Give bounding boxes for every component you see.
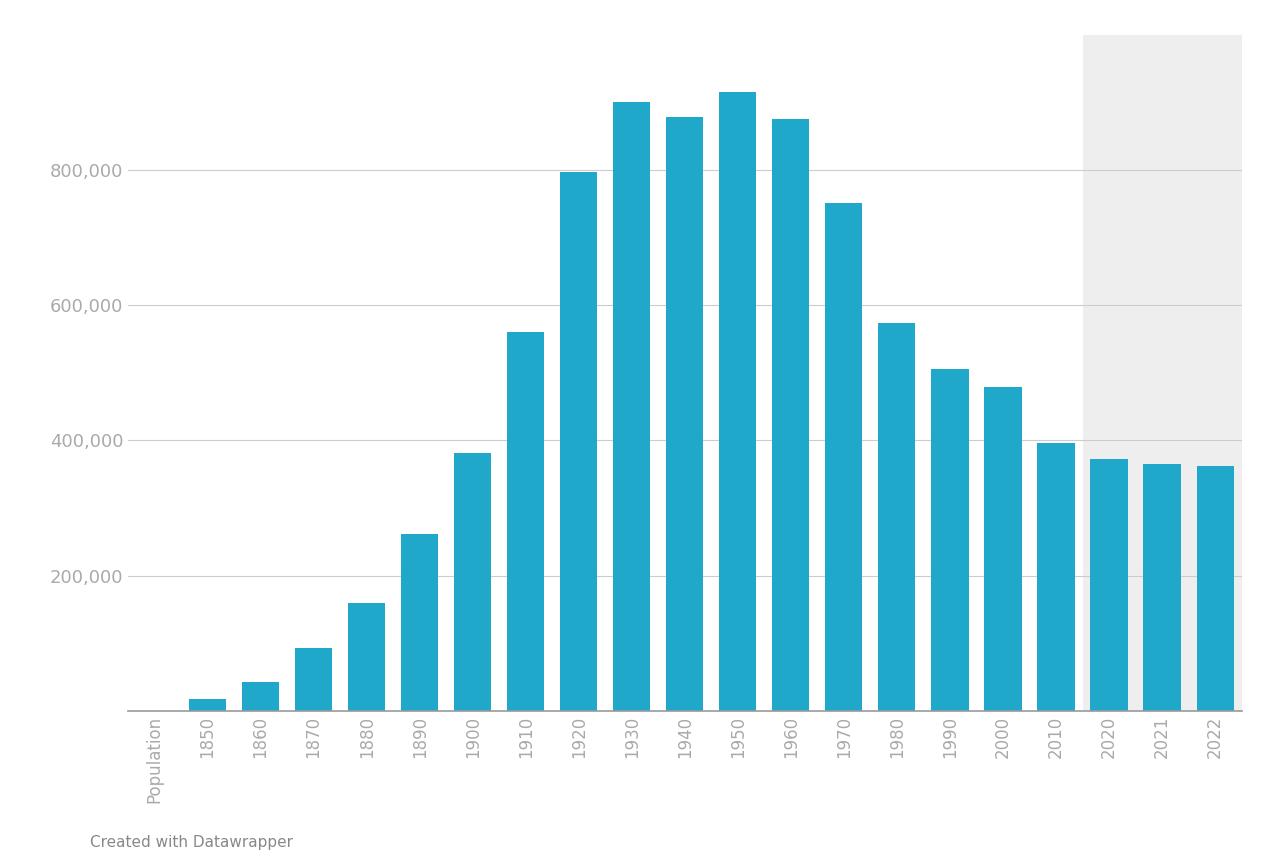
Bar xyxy=(294,649,333,711)
Bar xyxy=(189,700,227,711)
Bar xyxy=(984,388,1021,711)
Bar xyxy=(454,453,492,711)
Bar xyxy=(1197,466,1234,711)
Bar xyxy=(719,92,756,711)
Bar xyxy=(507,332,544,711)
Bar xyxy=(772,119,809,711)
Bar xyxy=(666,117,704,711)
Bar xyxy=(1083,35,1242,711)
Bar xyxy=(561,172,598,711)
Bar xyxy=(878,323,915,711)
Bar xyxy=(242,681,279,711)
Bar xyxy=(1037,442,1074,711)
Bar xyxy=(401,534,438,711)
Bar xyxy=(348,603,385,711)
Text: Created with Datawrapper: Created with Datawrapper xyxy=(90,835,293,850)
Bar xyxy=(613,102,650,711)
Bar xyxy=(1143,465,1180,711)
Bar xyxy=(932,369,969,711)
Bar xyxy=(826,203,863,711)
Bar xyxy=(1091,459,1128,711)
